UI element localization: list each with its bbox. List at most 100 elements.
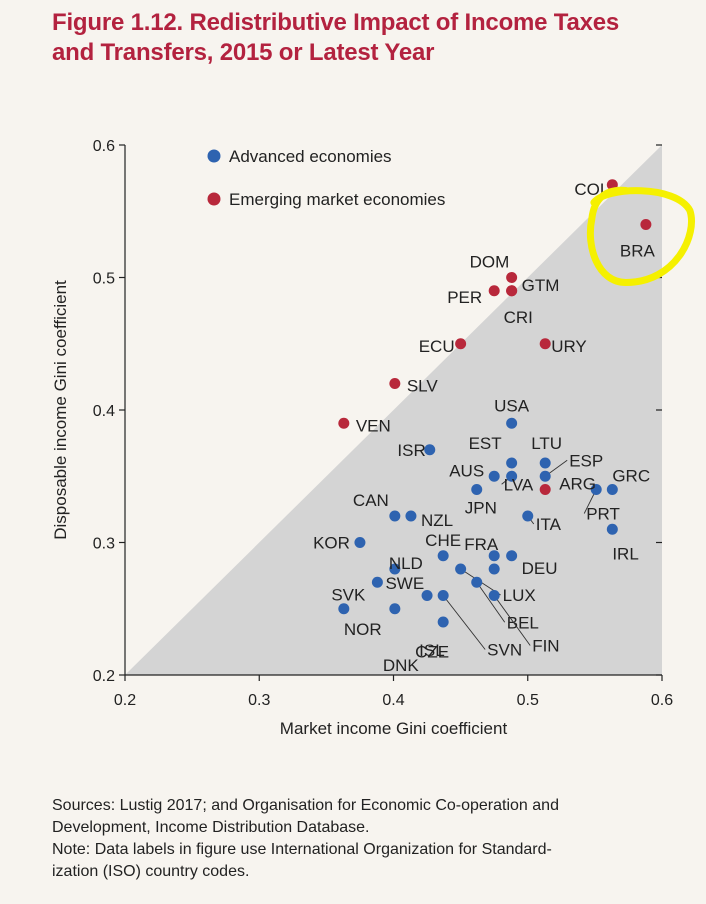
point-isl [437,616,449,628]
point-label-dom: DOM [470,253,510,272]
point-label-lva: LVA [504,475,534,494]
point-dnk [389,603,401,615]
point-label-svn: SVN [487,641,522,660]
point-label-kor: KOR [313,534,350,553]
x-tick-label: 0.3 [248,692,270,709]
point-cze [421,590,433,601]
figure-footnote: Sources: Lustig 2017; and Organisation f… [52,795,692,883]
point-can [389,510,401,522]
point-label-dnk: DNK [383,656,420,675]
point-label-est: EST [469,434,502,453]
point-dom [506,272,518,283]
point-label-jpn: JPN [465,499,497,518]
point-svn [437,590,449,601]
point-label-nzl: NZL [421,511,453,530]
point-lva [506,470,518,482]
point-label-deu: DEU [522,559,558,578]
point-bra [640,219,652,230]
point-swe [488,563,500,575]
highlight-circle [586,186,695,287]
legend-swatch [207,149,221,163]
point-label-nor: NOR [344,620,382,639]
point-label-isl: ISL [419,641,445,660]
point-label-bel: BEL [507,613,539,632]
point-deu [506,550,518,562]
point-cri [506,285,518,297]
point-label-ury: URY [551,337,587,356]
point-label-slv: SLV [407,377,439,396]
point-per [488,285,500,297]
point-irl [606,523,618,535]
point-arg [539,484,551,495]
point-label-cze: CZE [415,643,449,662]
point-label-can: CAN [353,491,389,510]
y-tick-label: 0.4 [93,403,115,420]
point-label-ltu: LTU [531,434,562,453]
footnote-line-1: Sources: Lustig 2017; and Organisation f… [52,797,559,814]
footnote-line-4: ization (ISO) country codes. [52,863,250,880]
point-aus [488,470,500,482]
point-label-gtm: GTM [522,276,560,295]
point-kor [354,537,366,548]
leader-line-bel [476,581,506,623]
y-tick-label: 0.3 [93,536,115,553]
point-label-aus: AUS [449,461,484,480]
scatter-chart: 0.2 0.3 0.4 0.5 0.6 0.2 0.3 0.4 0.5 0.6 Market inc… [51,138,695,738]
point-label-swe: SWE [385,574,424,593]
point-jpn [471,484,483,495]
point-label-isr: ISR [397,441,425,460]
point-grc [606,484,618,495]
point-label-nld: NLD [389,554,423,573]
x-axis-title: Market income Gini coefficient [280,719,508,738]
y-axis-title: Disposable income Gini coefficient [51,280,70,540]
point-esp [539,470,551,482]
point-label-lux: LUX [503,586,536,605]
legend-label: Emerging market economies [229,190,445,209]
y-tick-label: 0.2 [93,668,115,685]
point-label-cri: CRI [504,308,533,327]
point-ury [539,338,551,350]
point-lux [455,563,467,575]
x-tick-label: 0.5 [517,692,539,709]
point-label-per: PER [447,288,482,307]
point-label-fin: FIN [532,637,559,656]
point-fra [488,550,500,562]
figure-title-line-2: and Transfers, 2015 or Latest Year [52,39,435,66]
point-prt [590,484,602,495]
point-est [506,457,518,469]
point-bel [471,576,483,588]
point-fin [488,590,500,601]
point-slv [389,378,401,389]
figure-title: Figure 1.12. Redistributive Impact of In… [52,8,692,68]
point-label-arg: ARG [559,475,596,494]
point-nld [389,563,401,575]
point-label-ita: ITA [536,515,562,534]
point-label-ven: VEN [356,416,391,435]
point-label-grc: GRC [612,467,650,486]
point-label-che: CHE [425,531,461,550]
y-tick-label: 0.6 [93,138,115,155]
point-nor [338,603,350,615]
x-tick-label: 0.2 [114,692,136,709]
legend-label: Advanced economies [229,147,392,166]
x-tick-label: 0.4 [382,692,404,709]
point-label-prt: PRT [586,505,620,524]
point-ecu [455,338,467,350]
point-label-bra: BRA [620,242,656,261]
point-label-fra: FRA [464,535,499,554]
point-nzl [405,510,417,522]
point-label-esp: ESP [569,451,603,470]
footnote-line-2: Development, Income Distribution Databas… [52,819,370,836]
x-tick-label: 0.6 [651,692,673,709]
point-che [437,550,449,562]
point-label-ecu: ECU [419,337,455,356]
leader-line-fin [493,595,531,646]
point-isr [424,444,436,456]
point-ven [338,417,350,429]
figure-title-line-1: Figure 1.12. Redistributive Impact of In… [52,9,620,36]
point-ltu [539,457,551,469]
point-label-svk: SVK [331,585,366,604]
footnote-line-3: Note: Data labels in figure use Internat… [52,841,552,858]
point-label-usa: USA [494,396,530,415]
y-tick-label: 0.5 [93,271,115,288]
